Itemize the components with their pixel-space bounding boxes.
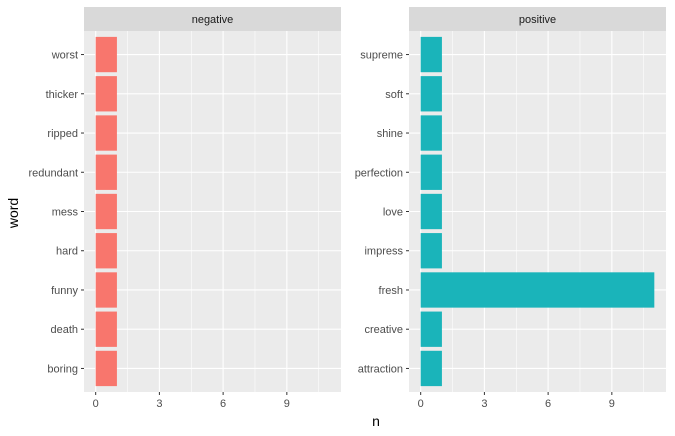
bar-hard	[95, 233, 117, 269]
bar-ripped	[95, 115, 117, 151]
y-tick-label: creative	[364, 324, 403, 336]
y-tick-label: perfection	[355, 167, 403, 179]
bar-thicker	[95, 76, 117, 112]
bar-perfection	[420, 154, 442, 190]
y-tick-label: supreme	[360, 50, 403, 62]
y-tick-label: worst	[51, 50, 78, 62]
bar-creative	[420, 311, 442, 347]
facet-panel-negative: negative boring death funny hard mess redundan…	[28, 7, 341, 410]
facet-strip	[409, 7, 666, 31]
x-tick-label: 3	[481, 398, 487, 410]
x-tick-label: 0	[93, 398, 99, 410]
facet-strip-label: negative	[192, 14, 234, 26]
y-tick-label: impress	[364, 246, 403, 258]
y-tick-label: mess	[52, 207, 79, 219]
bar-boring	[95, 350, 117, 387]
x-tick-label: 6	[220, 398, 226, 410]
x-axis-title: n	[372, 413, 380, 429]
bar-mess	[95, 193, 117, 230]
bar-funny	[95, 272, 117, 308]
bar-supreme	[420, 36, 442, 73]
y-tick-label: shine	[377, 128, 403, 140]
y-tick-label: fresh	[379, 285, 403, 297]
bar-impress	[420, 233, 442, 269]
y-tick-label: boring	[47, 363, 78, 375]
bar-worst	[95, 36, 117, 73]
y-tick-label: love	[383, 207, 403, 219]
facet-strip	[84, 7, 341, 31]
bar-fresh	[420, 272, 655, 308]
y-axis-title: word	[5, 198, 21, 229]
y-tick-label: funny	[51, 285, 78, 297]
y-tick-label: ripped	[47, 128, 78, 140]
facet-strip-label: positive	[519, 14, 556, 26]
bar-attraction	[420, 350, 442, 387]
y-tick-label: redundant	[28, 167, 78, 179]
facet-panel-positive: positive attraction creative fresh impress lo…	[355, 7, 666, 410]
x-tick-label: 9	[284, 398, 290, 410]
y-tick-label: death	[50, 324, 78, 336]
y-tick-label: thicker	[46, 89, 79, 101]
bar-love	[420, 193, 442, 230]
x-tick-label: 6	[545, 398, 551, 410]
x-tick-label: 9	[609, 398, 615, 410]
bar-soft	[420, 76, 442, 112]
bar-shine	[420, 115, 442, 151]
bar-redundant	[95, 154, 117, 190]
y-tick-label: soft	[385, 89, 403, 101]
x-tick-label: 3	[156, 398, 162, 410]
y-tick-label: attraction	[358, 363, 403, 375]
x-tick-label: 0	[418, 398, 424, 410]
bar-death	[95, 311, 117, 347]
y-tick-label: hard	[56, 246, 78, 258]
